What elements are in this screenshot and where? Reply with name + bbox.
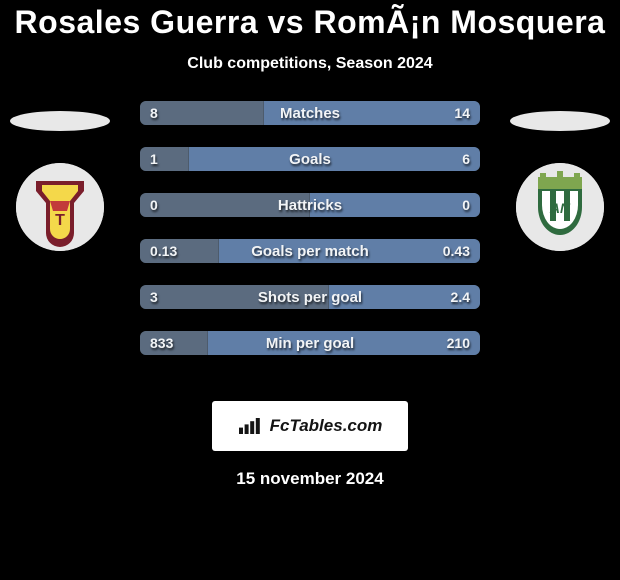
left-country-flag (10, 111, 110, 131)
brand-chart-icon (238, 418, 264, 434)
stat-value-right: 0.43 (433, 239, 480, 263)
stat-value-left: 1 (140, 147, 168, 171)
main-area: T AN Matches814 (0, 111, 620, 383)
stat-value-right: 2.4 (441, 285, 480, 309)
stat-bars: Matches8 14 Goals1 6 Hattricks0 0 Goals per ma… (140, 101, 480, 377)
stat-row: Goals1 6 (140, 147, 480, 171)
stat-value-left: 0 (140, 193, 168, 217)
left-club-badge: T (16, 163, 104, 251)
svg-text:T: T (55, 212, 65, 229)
stat-label: Min per goal (140, 331, 480, 355)
left-player-column: T (0, 111, 120, 251)
stat-row: Goals per match0.13 0.43 (140, 239, 480, 263)
right-player-column: AN (500, 111, 620, 251)
subtitle: Club competitions, Season 2024 (0, 55, 620, 73)
stat-label: Shots per goal (140, 285, 480, 309)
stat-label: Matches (140, 101, 480, 125)
stat-value-right: 0 (452, 193, 480, 217)
svg-text:AN: AN (549, 200, 571, 216)
stat-value-right: 14 (444, 101, 480, 125)
brand-badge[interactable]: FcTables.com (212, 401, 408, 451)
stat-value-left: 0.13 (140, 239, 187, 263)
nacional-badge-icon: AN (516, 163, 604, 251)
right-country-flag (510, 111, 610, 131)
stat-row: Matches8 14 (140, 101, 480, 125)
stat-value-right: 210 (437, 331, 480, 355)
right-club-badge: AN (516, 163, 604, 251)
comparison-card: Rosales Guerra vs RomÃ¡n Mosquera Club c… (0, 0, 620, 580)
stat-value-left: 3 (140, 285, 168, 309)
stat-value-right: 6 (452, 147, 480, 171)
stat-row: Hattricks0 0 (140, 193, 480, 217)
stat-label: Hattricks (140, 193, 480, 217)
tolima-badge-icon: T (16, 163, 104, 251)
stat-row: Shots per goal3 2.4 (140, 285, 480, 309)
stat-label: Goals per match (140, 239, 480, 263)
stat-row: Min per goal833 210 (140, 331, 480, 355)
stat-value-left: 833 (140, 331, 183, 355)
stat-value-left: 8 (140, 101, 168, 125)
stat-label: Goals (140, 147, 480, 171)
brand-text: FcTables.com (270, 416, 383, 436)
page-title: Rosales Guerra vs RomÃ¡n Mosquera (0, 4, 620, 41)
date-label: 15 november 2024 (0, 469, 620, 489)
